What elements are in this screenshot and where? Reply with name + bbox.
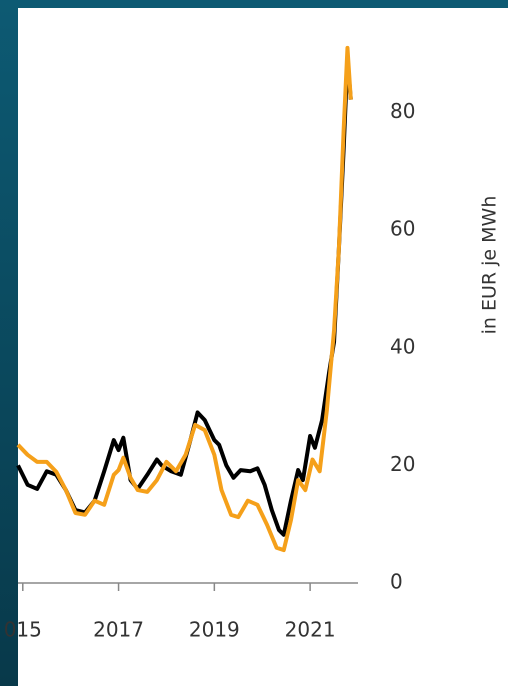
line — [16, 57, 353, 537]
y-tick-label: 60 — [390, 217, 415, 241]
y-tick-label: 20 — [390, 452, 415, 476]
x-tick-label: 015 — [4, 618, 42, 642]
panel — [18, 8, 508, 686]
x-tick-label: 2021 — [285, 618, 336, 642]
y-tick-label: 0 — [390, 570, 403, 594]
x-tick-label: 2017 — [93, 618, 144, 642]
x-tick-label: 2019 — [189, 618, 240, 642]
line — [16, 45, 353, 553]
y-tick-label: 40 — [390, 334, 415, 358]
y-axis-label: in EUR je MWh — [479, 196, 501, 335]
y-tick-label: 80 — [390, 99, 415, 123]
